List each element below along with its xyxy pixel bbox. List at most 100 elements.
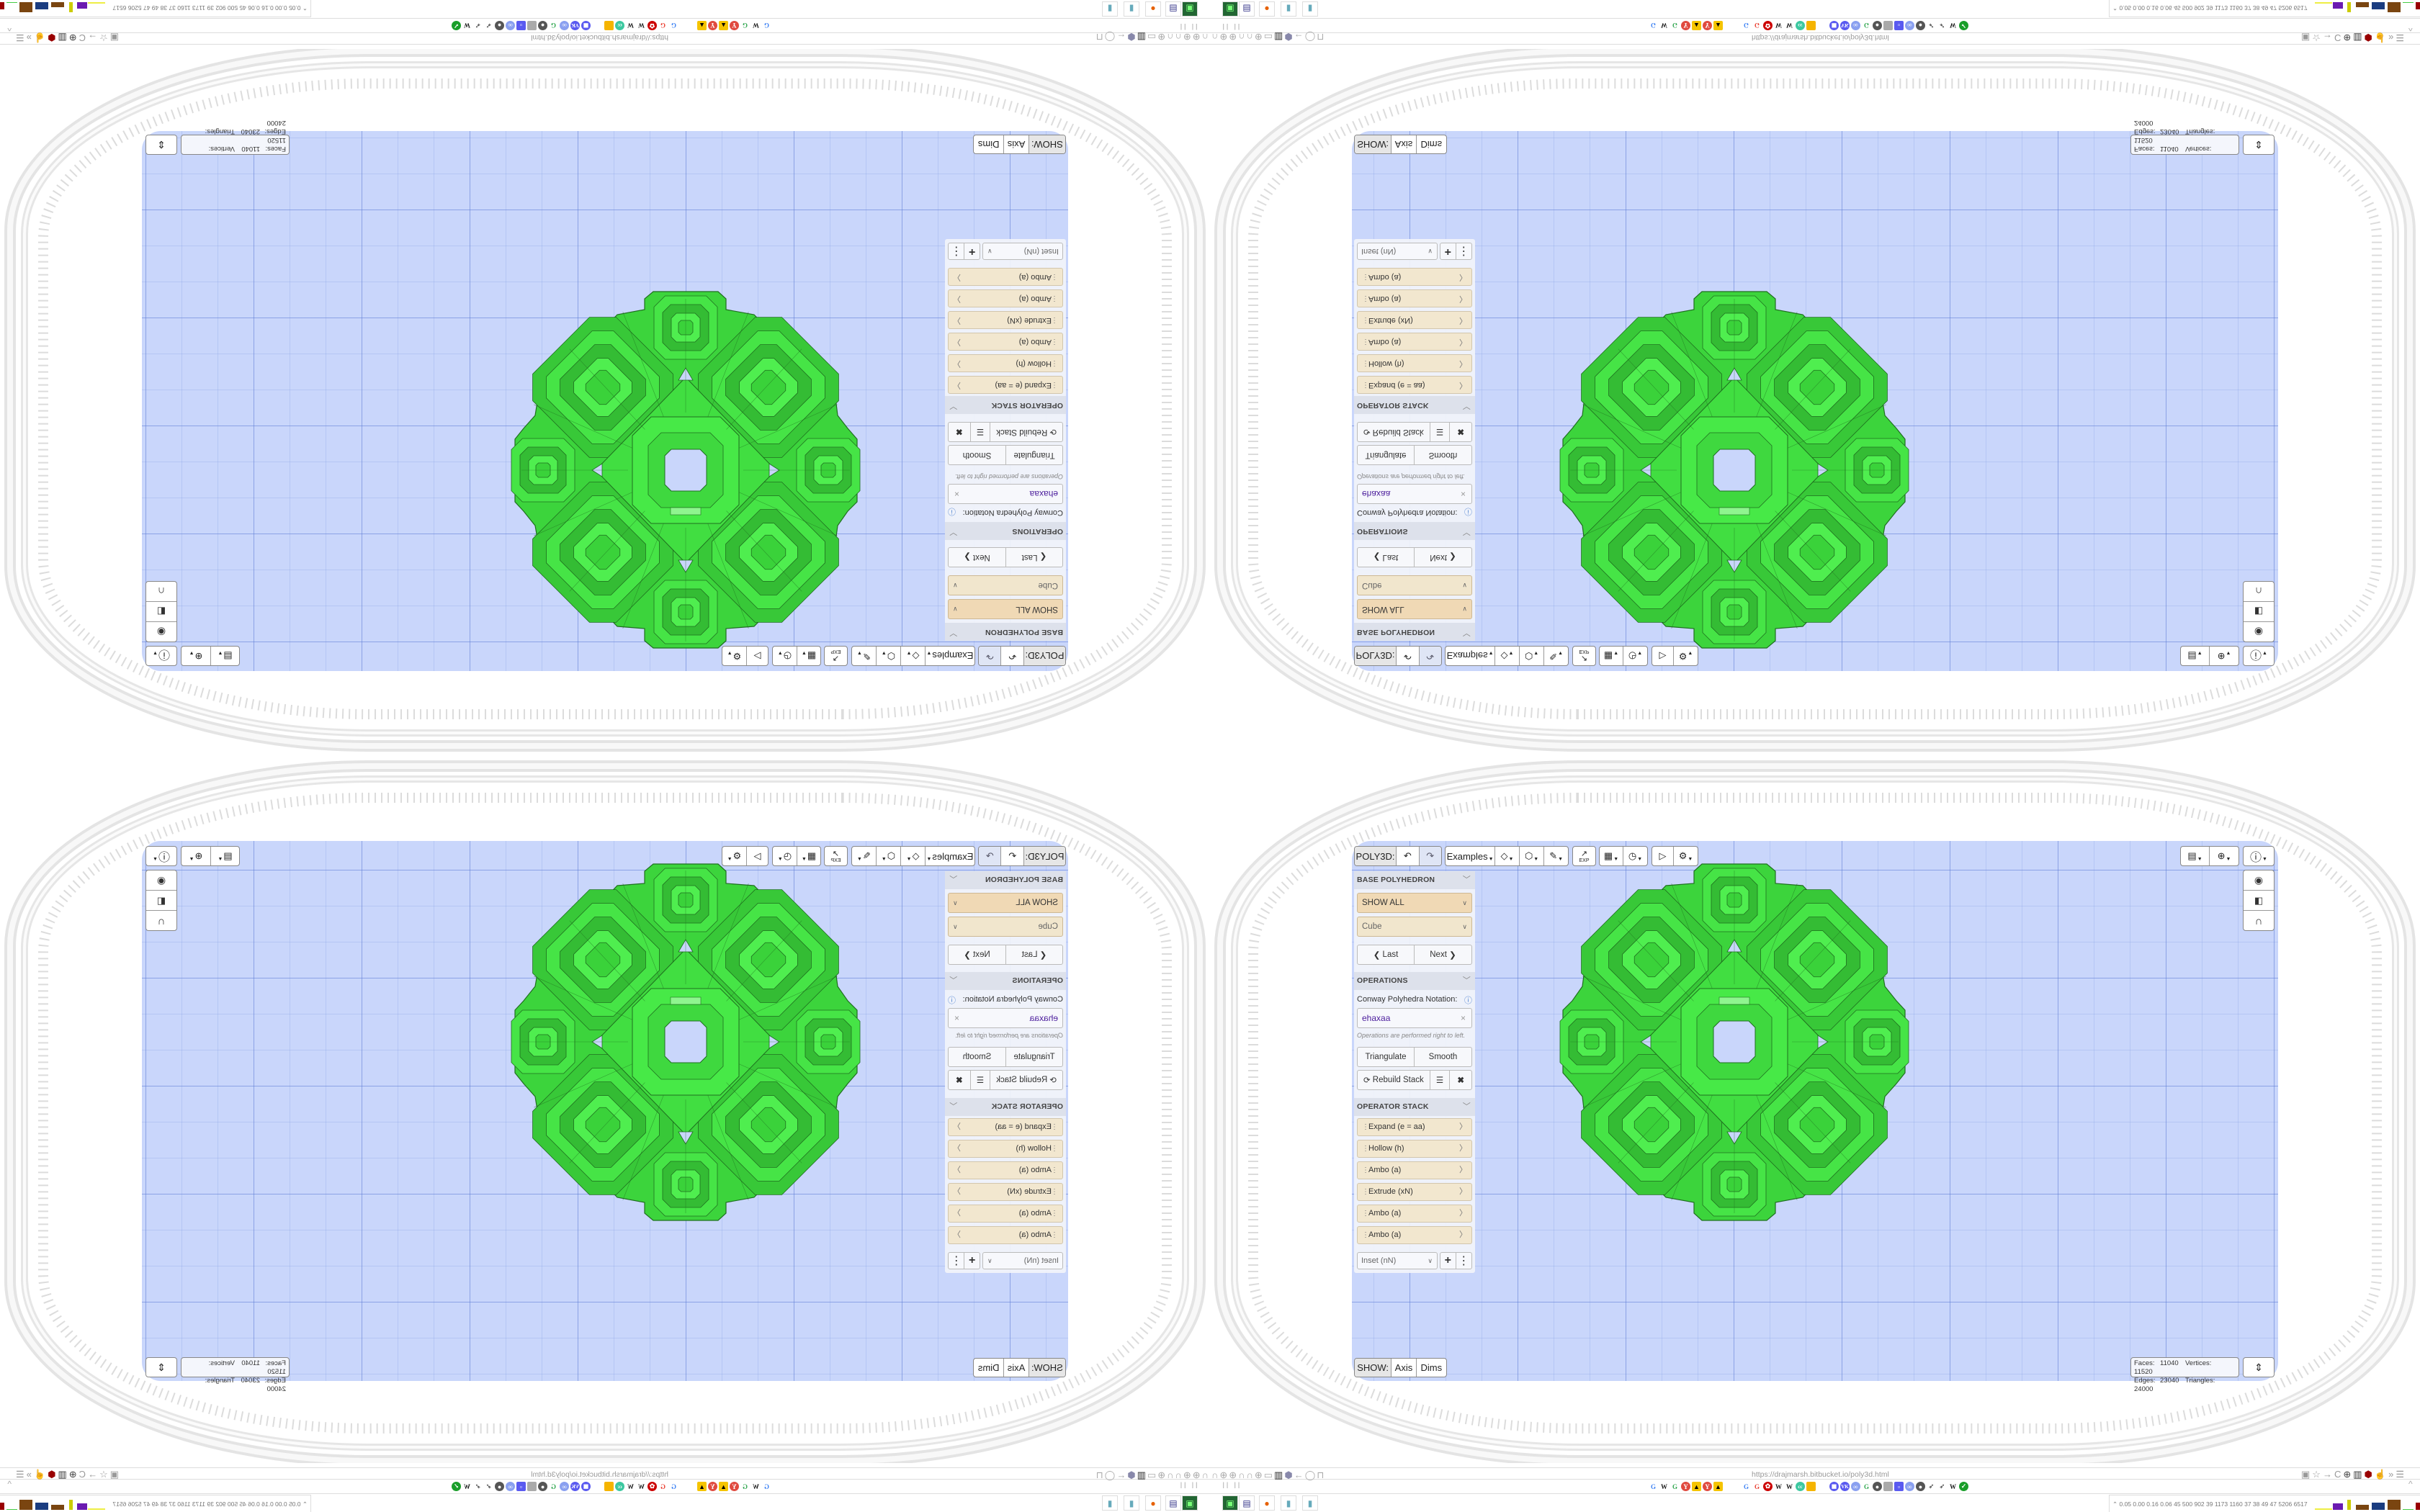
bookmark-google-icon[interactable]: G — [1742, 1482, 1751, 1491]
hand-icon[interactable]: ☝ — [2374, 32, 2387, 43]
bookmark-google-icon[interactable]: G — [762, 21, 771, 30]
operator-stack-header[interactable]: OPERATOR STACK ﹀ — [945, 396, 1066, 414]
bookmark-wikipedia-icon[interactable]: W — [637, 21, 646, 30]
drag-handle-icon[interactable]: ⋮ — [1051, 1231, 1058, 1239]
redo-button[interactable]: ↷ — [979, 847, 1001, 865]
taskbar-firefox-button[interactable]: ● — [1259, 1495, 1275, 1511]
bookmark-bird-icon[interactable]: ➶ — [484, 1482, 493, 1491]
axis-toggle[interactable]: Axis — [1392, 1359, 1417, 1377]
headphones-icon[interactable]: ∩ — [1211, 1470, 1219, 1480]
shield-icon[interactable]: ◯ — [1304, 1470, 1316, 1480]
eye-button[interactable]: ◉ — [2244, 870, 2274, 891]
filter-select[interactable]: SHOW ALL ∨ — [948, 599, 1063, 619]
stack-item[interactable]: ⋮ Extrude (xN) 〉 — [1357, 311, 1472, 329]
toggle-button[interactable]: ◧ — [146, 891, 176, 911]
globe-icon[interactable]: ⊕ — [1219, 32, 1228, 42]
edit-button[interactable]: ✎ ▼ — [856, 850, 871, 862]
globe-icon[interactable]: ⊕ — [1192, 1470, 1201, 1480]
smooth-button[interactable]: Smooth — [962, 1053, 992, 1061]
info-button[interactable]: ⓘ ▼ — [146, 647, 176, 665]
shape-select[interactable]: Cube ∨ — [948, 575, 1063, 595]
add-operator-select[interactable]: Inset (nN) ∨ — [982, 1252, 1063, 1269]
reload-icon[interactable]: C — [2334, 32, 2341, 43]
recenter-button[interactable]: ⇕ — [145, 1357, 177, 1377]
bookmark-bird-icon[interactable]: ➶ — [473, 1482, 483, 1491]
bookmark-google-icon[interactable]: G — [1670, 1482, 1680, 1491]
folder-icon[interactable]: ▭ — [1263, 32, 1273, 42]
forward-icon[interactable]: → — [2322, 32, 2332, 43]
hand-icon[interactable]: ☝ — [33, 32, 46, 43]
settings-button[interactable]: ⚙ ▼ — [1678, 650, 1693, 662]
drag-handle-icon[interactable]: ⋮ — [1362, 294, 1369, 302]
bookmark-chat-icon[interactable]: ◼ — [1829, 1482, 1839, 1491]
filter-select[interactable]: SHOW ALL ∨ — [1357, 893, 1472, 913]
drag-handle-icon[interactable]: ⋮ — [1051, 338, 1058, 346]
stack-item[interactable]: ⋮ Ambo (a) 〉 — [1357, 289, 1472, 307]
bookmark-google-icon[interactable]: G — [1649, 1482, 1658, 1491]
bookmark-wikipedia-icon[interactable]: W — [1659, 1482, 1669, 1491]
calendar-clock-button[interactable]: ▤ ▼ — [210, 847, 239, 865]
forward-icon[interactable]: → — [88, 1469, 98, 1480]
collapse-chevron-icon[interactable]: ^ — [7, 1479, 12, 1489]
lock-icon[interactable]: ⊓ — [1095, 1470, 1103, 1480]
recenter-button[interactable]: ⇕ — [2243, 1357, 2275, 1377]
axis-toggle[interactable]: Axis — [1003, 1359, 1028, 1377]
globe-icon[interactable]: ⊕ — [1219, 1470, 1228, 1480]
back-arrow-icon[interactable]: ← — [1116, 1470, 1126, 1480]
export-button[interactable]: ↗ EXP — [825, 647, 847, 665]
bookmark-flower-icon[interactable]: ✿ — [647, 1482, 657, 1491]
bookmark-image-icon[interactable]: ▲ — [697, 21, 707, 30]
last-button[interactable]: ❮ Last — [1358, 548, 1415, 567]
bookmark-app-icon[interactable]: ∞ — [506, 1482, 515, 1491]
bookmark-google-icon[interactable]: G — [549, 21, 558, 30]
menu-icon[interactable]: ☰ — [16, 1469, 24, 1480]
bookmark-bird-icon[interactable]: ➶ — [473, 21, 483, 30]
play-button[interactable]: ▷ — [1652, 847, 1675, 865]
stack-item[interactable]: ⋮ Extrude (xN) 〉 — [1357, 1183, 1472, 1201]
bookmark-yandex-icon[interactable]: Y — [1681, 1482, 1690, 1491]
bookmark-person-icon[interactable]: ● — [495, 1482, 504, 1491]
bookmark-cc-icon[interactable]: cc — [1796, 21, 1805, 30]
clear-stack-button[interactable]: ✖ — [1450, 1071, 1471, 1089]
drag-handle-icon[interactable]: ⋮ — [1362, 381, 1369, 389]
taskbar-floppy-button[interactable]: ▤ — [1165, 1, 1181, 17]
shield-badge-icon[interactable]: ⬢ — [1284, 32, 1293, 42]
polyhedron-model[interactable] — [0, 756, 1210, 1512]
paint-button[interactable]: ◇ ▼ — [900, 647, 925, 665]
taskbar-notepad-button[interactable]: ▮ — [1124, 1495, 1139, 1511]
headphones-icon[interactable]: ∩ — [1246, 1470, 1253, 1480]
clear-stack-button[interactable]: ✖ — [949, 423, 970, 441]
magnet-button[interactable]: ∩ — [2244, 911, 2274, 931]
reload-icon[interactable]: C — [2334, 1469, 2341, 1480]
stack-item[interactable]: ⋮ Ambo (a) 〉 — [1357, 1226, 1472, 1244]
shape-select[interactable]: Cube ∨ — [1357, 917, 1472, 937]
calendar-clock-button[interactable]: ▤ ▼ — [210, 647, 239, 665]
menu-icon[interactable]: ☰ — [2396, 32, 2404, 43]
drag-handle-icon[interactable]: ⋮ — [1362, 338, 1369, 346]
info-button[interactable]: ⓘ ▼ — [2244, 647, 2274, 665]
drag-handle-icon[interactable]: ⋮ — [1051, 1210, 1058, 1218]
redo-button[interactable]: ↷ — [979, 647, 1001, 665]
taskbar-terminal-button[interactable]: ▣ — [1182, 1495, 1198, 1511]
bookmark-yandex-icon[interactable]: Y — [1703, 21, 1712, 30]
stack-item[interactable]: ⋮ Extrude (xN) 〉 — [948, 311, 1063, 329]
stack-item[interactable]: ⋮ Ambo (a) 〉 — [948, 268, 1063, 286]
translate-icon[interactable]: ▣ — [109, 32, 119, 43]
drag-handle-icon[interactable]: ⋮ — [1362, 1123, 1369, 1131]
translate-icon[interactable]: ▣ — [109, 1469, 119, 1480]
folder-icon[interactable]: ▭ — [1147, 32, 1157, 42]
bookmark-person-icon[interactable]: ● — [538, 1482, 547, 1491]
overflow-icon[interactable]: » — [2388, 32, 2394, 43]
bookmark-app-icon[interactable]: ∞ — [1851, 1482, 1860, 1491]
stack-item[interactable]: ⋮ Ambo (a) 〉 — [948, 1161, 1063, 1179]
overflow-icon[interactable]: » — [26, 1469, 32, 1480]
headphones-icon[interactable]: ∩ — [1201, 32, 1209, 42]
taskbar-firefox-button[interactable]: ● — [1145, 1, 1161, 17]
bookmark-app-icon[interactable] — [527, 1482, 537, 1491]
axis-toggle[interactable]: Axis — [1003, 135, 1028, 153]
bookmark-app-icon[interactable]: ∞ — [506, 21, 515, 30]
toggle-button[interactable]: ◧ — [2244, 891, 2274, 911]
stack-item[interactable]: ⋮ Ambo (a) 〉 — [1357, 333, 1472, 351]
drag-handle-icon[interactable]: ⋮ — [1362, 1166, 1369, 1174]
operations-header[interactable]: OPERATIONS ﹀ — [1354, 522, 1475, 540]
